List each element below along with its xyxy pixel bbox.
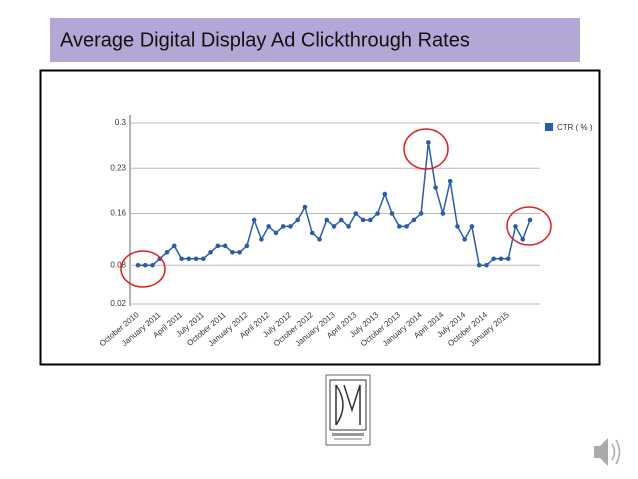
speaker-icon	[594, 438, 621, 466]
chart-title: Average Digital Display Ad Clickthrough …	[60, 29, 470, 51]
data-point	[513, 224, 518, 229]
data-point	[469, 224, 475, 229]
data-point	[266, 224, 271, 229]
data-point	[317, 237, 322, 242]
data-point	[237, 249, 242, 255]
data-point	[346, 224, 351, 229]
data-point	[520, 237, 526, 242]
data-point	[418, 211, 424, 216]
y-tick-label: 0.08	[110, 260, 126, 269]
data-point	[491, 256, 497, 262]
data-point	[244, 243, 250, 249]
data-point	[462, 237, 467, 242]
data-point	[164, 249, 170, 255]
data-point	[484, 262, 489, 268]
data-point	[375, 211, 380, 216]
data-point	[367, 217, 373, 223]
data-point	[251, 217, 257, 223]
annotation-circle	[403, 128, 449, 170]
data-point	[440, 211, 446, 216]
data-point	[179, 256, 184, 262]
y-tick-label: 0.16	[110, 209, 126, 218]
data-point	[447, 178, 453, 184]
data-point	[433, 185, 438, 190]
y-tick-label: 0.23	[110, 163, 126, 172]
data-point	[288, 224, 293, 229]
data-point	[295, 217, 301, 223]
y-tick-label: 0.3	[115, 118, 127, 127]
data-point	[397, 224, 402, 229]
annotation-circle	[506, 206, 552, 246]
data-point	[142, 262, 148, 268]
data-point	[404, 224, 409, 229]
data-point	[527, 217, 533, 223]
data-point	[171, 243, 177, 249]
y-tick-label: 0.02	[110, 299, 126, 308]
data-point	[426, 140, 431, 145]
data-point	[193, 256, 199, 262]
logo	[325, 374, 371, 446]
data-point	[338, 217, 344, 223]
data-point	[201, 256, 206, 262]
data-point	[135, 262, 141, 268]
chart-frame	[39, 69, 601, 366]
data-point	[215, 243, 221, 249]
data-point	[259, 237, 264, 242]
data-point	[309, 230, 315, 236]
data-point	[476, 262, 482, 268]
data-point	[222, 243, 228, 249]
legend-swatch	[545, 123, 553, 131]
legend-label: CTR ( % )	[557, 123, 593, 132]
annotation-circle	[120, 250, 166, 288]
data-point	[389, 211, 395, 216]
data-point	[324, 217, 330, 223]
data-point	[498, 256, 504, 262]
data-point	[150, 262, 155, 268]
data-point	[302, 204, 308, 210]
data-point	[505, 256, 511, 262]
data-point	[411, 217, 417, 223]
data-point	[331, 224, 337, 229]
data-point	[382, 191, 388, 197]
data-point	[280, 224, 286, 229]
data-point	[186, 256, 192, 262]
title-box	[50, 18, 580, 62]
data-point	[273, 230, 279, 236]
data-point	[353, 211, 359, 216]
data-point	[208, 249, 213, 255]
data-point	[455, 224, 460, 229]
data-point	[360, 217, 366, 223]
data-point	[230, 249, 235, 255]
